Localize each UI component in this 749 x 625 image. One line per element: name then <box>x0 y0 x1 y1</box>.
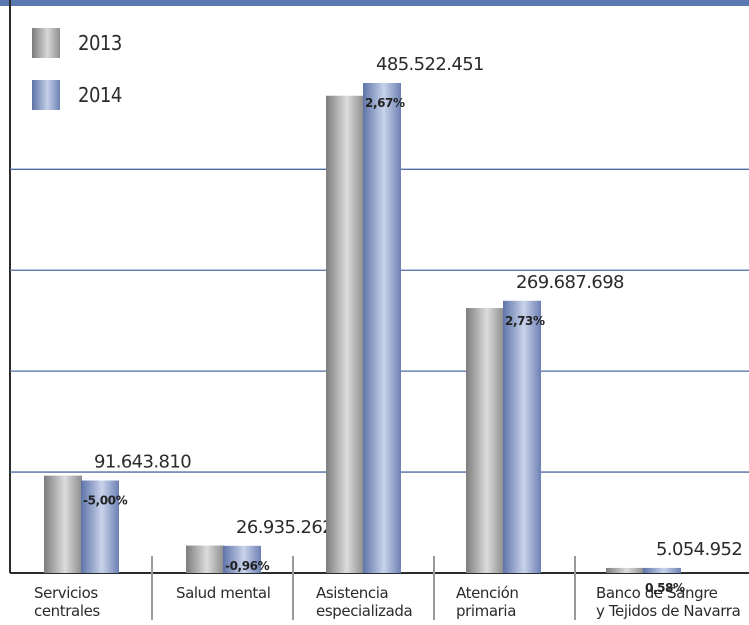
bar-2014-atencion-primaria <box>503 300 541 573</box>
legend-swatch-2014 <box>32 80 60 110</box>
category-label-servicios-centrales: centrales <box>34 602 100 620</box>
bar-2014-servicios-centrales <box>81 480 119 573</box>
value-label-salud-mental: 26.935.262 <box>236 517 333 538</box>
legend-label-2014: 2014 <box>78 83 122 107</box>
legend-item-2013: 2013 <box>32 28 122 58</box>
bar-2013-atencion-primaria <box>466 308 504 573</box>
value-label-banco-de-sangre: 5.054.952 <box>656 539 742 560</box>
category-label-banco-de-sangre: Banco de Sangre <box>596 584 718 602</box>
category-label-atencion-primaria: Atención <box>456 584 519 602</box>
category-label-atencion-primaria: primaria <box>456 602 516 620</box>
chart-top-border <box>0 0 749 6</box>
category-label-asistencia-especializada: Asistencia <box>316 584 388 602</box>
legend: 2013 2014 <box>32 28 122 132</box>
value-label-asistencia-especializada: 485.522.451 <box>376 54 484 75</box>
category-label-asistencia-especializada: especializada <box>316 602 412 620</box>
legend-swatch-2013 <box>32 28 60 58</box>
pct-label-servicios-centrales: -5,00% <box>83 494 128 508</box>
bar-2014-banco-de-sangre <box>643 567 681 573</box>
pct-label-banco-de-sangre: 0,58% <box>645 581 685 595</box>
pct-label-salud-mental: -0,96% <box>225 559 270 573</box>
legend-item-2014: 2014 <box>32 80 122 110</box>
category-label-servicios-centrales: Servicios <box>34 584 98 602</box>
bar-2013-asistencia-especializada <box>326 95 364 574</box>
pct-label-asistencia-especializada: 2,67% <box>365 96 405 110</box>
category-label-banco-de-sangre: y Tejidos de Navarra <box>596 602 740 620</box>
bar-2013-servicios-centrales <box>44 475 82 573</box>
legend-label-2013: 2013 <box>78 31 122 55</box>
bar-2013-banco-de-sangre <box>606 567 644 573</box>
bar-2014-asistencia-especializada <box>363 82 401 574</box>
category-label-salud-mental: Salud mental <box>176 584 270 602</box>
bar-2014-salud-mental <box>223 545 261 573</box>
bar-2013-salud-mental <box>186 545 224 573</box>
value-label-atencion-primaria: 269.687.698 <box>516 272 624 293</box>
pct-label-atencion-primaria: 2,73% <box>505 314 545 328</box>
value-label-servicios-centrales: 91.643.810 <box>94 452 191 473</box>
